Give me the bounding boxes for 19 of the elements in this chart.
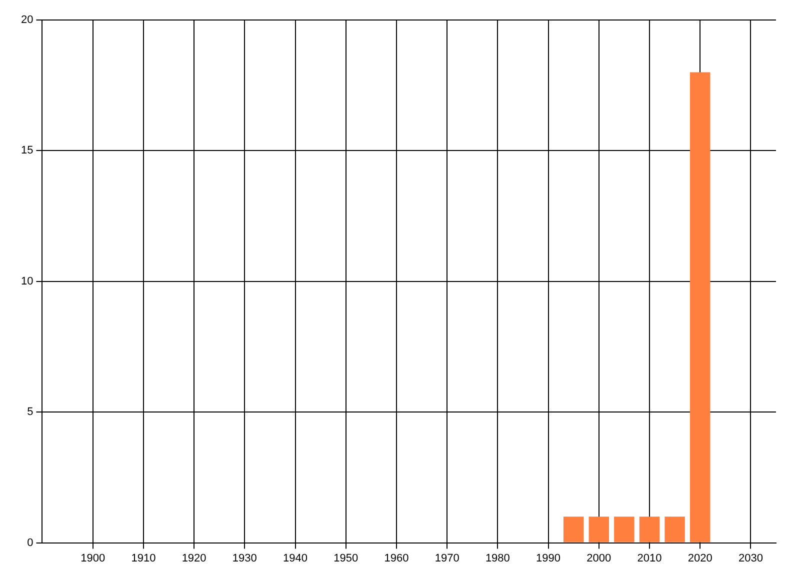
x-tick-label: 1980 — [485, 552, 510, 564]
x-tick-label: 1990 — [536, 552, 561, 564]
y-tick-label: 5 — [27, 406, 34, 418]
x-tick-label: 1960 — [384, 552, 409, 564]
x-tick-label: 1950 — [334, 552, 358, 564]
x-tick-label: 2030 — [738, 552, 763, 564]
x-tick-label: 1970 — [434, 552, 460, 564]
x-tick-label: 1910 — [131, 552, 156, 564]
x-tick-label: 2020 — [688, 552, 712, 564]
x-tick-label: 1930 — [232, 552, 257, 564]
x-tick-label: 1940 — [283, 552, 308, 564]
y-tick-label: 15 — [20, 144, 34, 157]
y-tick-label: 0 — [27, 536, 34, 549]
y-tick-label: 10 — [20, 275, 34, 288]
x-tick-label: 1920 — [182, 552, 206, 564]
x-tick-label: 2010 — [637, 552, 662, 564]
y-tick-label: 20 — [20, 14, 34, 26]
x-tick-label: 1900 — [80, 552, 106, 564]
x-tick-label: 2000 — [586, 552, 612, 564]
